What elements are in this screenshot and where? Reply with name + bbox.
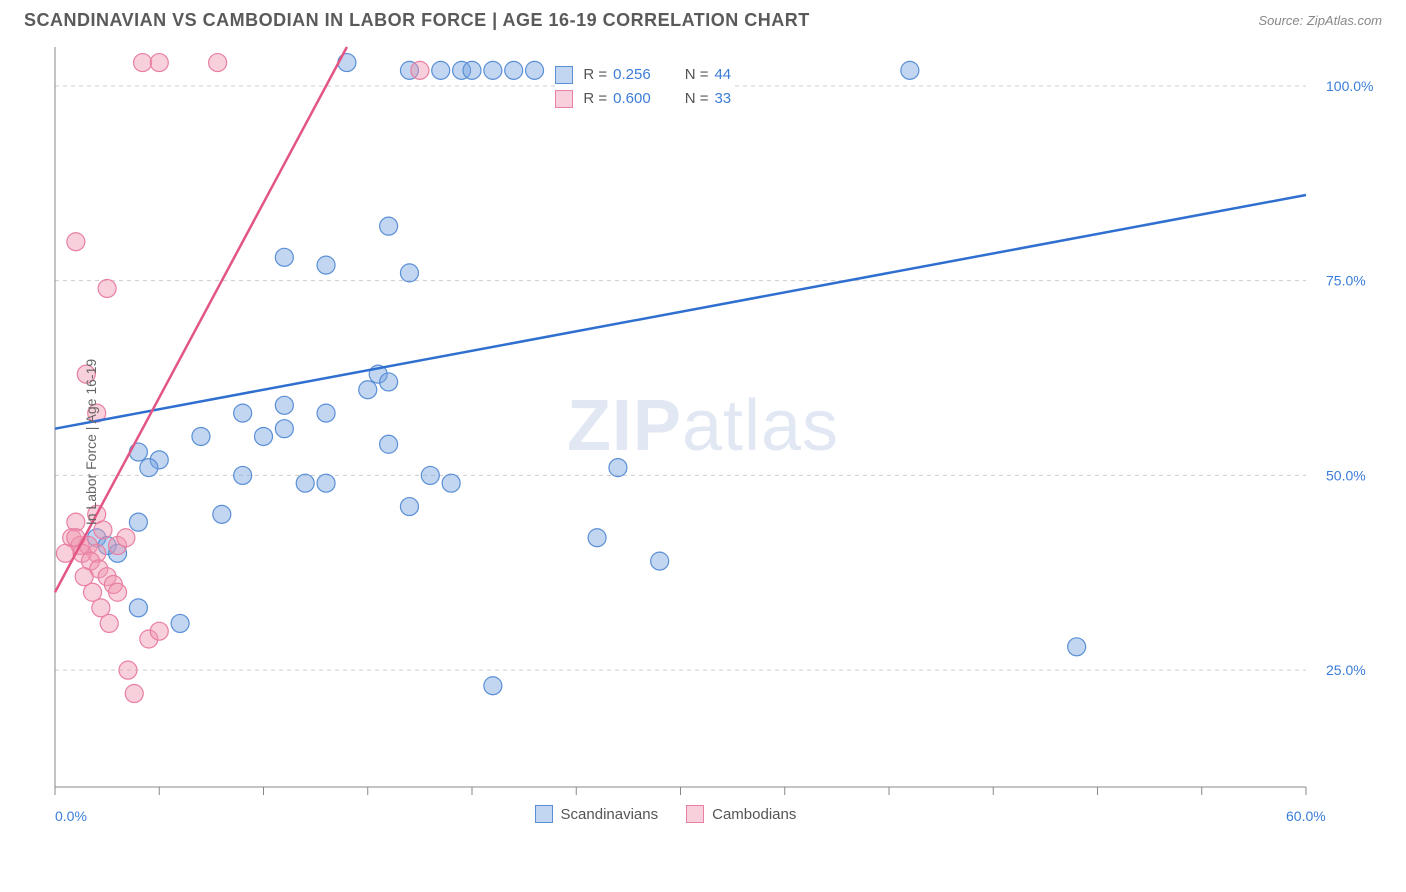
data-point: [400, 498, 418, 516]
data-point: [125, 685, 143, 703]
scatter-plot: 25.0% 50.0% 75.0% 100.0% 0.0% 60.0%: [0, 37, 1406, 847]
data-point: [119, 661, 137, 679]
data-point: [463, 61, 481, 79]
y-tick-label: 100.0%: [1326, 78, 1373, 94]
data-point: [380, 217, 398, 235]
data-point: [505, 61, 523, 79]
legend-item: Cambodians: [686, 805, 796, 823]
legend-label: Cambodians: [712, 806, 796, 823]
y-tick-label: 25.0%: [1326, 662, 1366, 678]
data-point: [234, 404, 252, 422]
data-point: [109, 583, 127, 601]
y-tick-label: 75.0%: [1326, 273, 1366, 289]
data-point: [129, 513, 147, 531]
data-point: [275, 396, 293, 414]
data-point: [1068, 638, 1086, 656]
stat-value: 0.256: [613, 66, 651, 83]
data-point: [213, 505, 231, 523]
legend-swatch: [555, 66, 573, 84]
data-point: [255, 427, 273, 445]
data-point: [234, 466, 252, 484]
data-point: [67, 233, 85, 251]
y-tick-label: 50.0%: [1326, 467, 1366, 483]
y-axis-label: In Labor Force | Age 16-19: [83, 359, 99, 525]
data-point: [192, 427, 210, 445]
data-point: [317, 474, 335, 492]
stat-value: 44: [714, 66, 731, 83]
stat-key: R =: [583, 66, 607, 83]
stat-value: 0.600: [613, 90, 651, 107]
series-legend: Scandinavians Cambodians: [535, 805, 797, 823]
x-tick-label: 60.0%: [1286, 808, 1326, 824]
data-point: [209, 54, 227, 72]
data-point: [98, 279, 116, 297]
data-point: [117, 529, 135, 547]
data-point: [901, 61, 919, 79]
data-point: [484, 677, 502, 695]
data-point: [150, 622, 168, 640]
data-point: [171, 614, 189, 632]
data-point: [651, 552, 669, 570]
stat-key: N =: [685, 90, 709, 107]
data-point: [411, 61, 429, 79]
stat-key: N =: [685, 66, 709, 83]
legend-row: R = 0.600 N = 33: [555, 87, 731, 111]
data-point: [609, 459, 627, 477]
stat-value: 33: [714, 90, 731, 107]
correlation-legend: R = 0.256 N = 44 R = 0.600 N = 33: [555, 63, 731, 111]
chart-header: SCANDINAVIAN VS CAMBODIAN IN LABOR FORCE…: [0, 0, 1406, 37]
trend-line: [55, 195, 1306, 429]
data-point: [150, 54, 168, 72]
legend-item: Scandinavians: [535, 805, 659, 823]
legend-swatch: [686, 805, 704, 823]
data-point: [526, 61, 544, 79]
data-point: [432, 61, 450, 79]
data-point: [134, 54, 152, 72]
legend-label: Scandinavians: [561, 806, 659, 823]
data-point: [140, 459, 158, 477]
data-point: [588, 529, 606, 547]
data-point: [296, 474, 314, 492]
data-point: [100, 614, 118, 632]
data-point: [400, 264, 418, 282]
legend-swatch: [555, 90, 573, 108]
x-tick-label: 0.0%: [55, 808, 87, 824]
data-point: [380, 435, 398, 453]
chart-title: SCANDINAVIAN VS CAMBODIAN IN LABOR FORCE…: [24, 10, 810, 31]
data-point: [317, 256, 335, 274]
data-point: [275, 420, 293, 438]
data-point: [442, 474, 460, 492]
data-point: [380, 373, 398, 391]
data-point: [317, 404, 335, 422]
chart-area: In Labor Force | Age 16-19 ZIPatlas 25.0…: [0, 37, 1406, 847]
data-point: [421, 466, 439, 484]
legend-swatch: [535, 805, 553, 823]
data-point: [359, 381, 377, 399]
stat-key: R =: [583, 90, 607, 107]
source-label: Source: ZipAtlas.com: [1258, 13, 1382, 28]
legend-row: R = 0.256 N = 44: [555, 63, 731, 87]
data-point: [129, 599, 147, 617]
data-point: [275, 248, 293, 266]
data-point: [484, 61, 502, 79]
